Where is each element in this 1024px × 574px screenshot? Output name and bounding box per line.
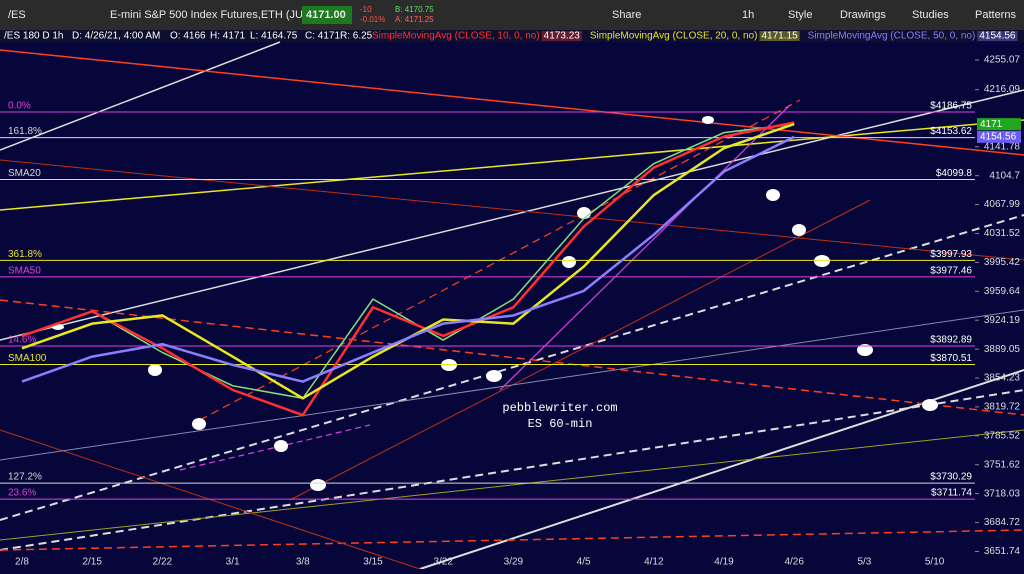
study-value-box bbox=[541, 31, 582, 41]
level-name: 161.8% bbox=[8, 126, 42, 137]
x-tick-label: 3/1 bbox=[226, 557, 240, 568]
patterns-button[interactable]: Patterns bbox=[975, 9, 1016, 21]
y-tick-label: 4216.09 bbox=[984, 84, 1021, 95]
markers bbox=[52, 116, 938, 491]
watermark: ES 60-min bbox=[528, 417, 593, 431]
y-tick-label: 4141.78 bbox=[984, 141, 1021, 152]
x-tick-label: 2/15 bbox=[82, 557, 102, 568]
x-tick-label: 3/22 bbox=[433, 557, 453, 568]
y-tick-label: 4067.99 bbox=[984, 199, 1021, 210]
y-tick-label: 3819.72 bbox=[984, 402, 1021, 413]
study-range: R: 6.25 bbox=[340, 31, 373, 42]
x-tick-label: 4/19 bbox=[714, 557, 734, 568]
y-tick-label: 4104.7 bbox=[989, 170, 1020, 181]
x-tick-label: 5/3 bbox=[857, 557, 871, 568]
study-value-box bbox=[977, 31, 1018, 41]
x-tick-label: 3/15 bbox=[363, 557, 383, 568]
level-name: 127.2% bbox=[8, 472, 42, 483]
study-chart: /ES 180 D 1h bbox=[4, 31, 63, 42]
y-tick-label: 3684.72 bbox=[984, 517, 1021, 528]
watermark: pebblewriter.com bbox=[502, 401, 617, 415]
last-price: 4171.00 bbox=[306, 9, 346, 21]
x-tick-label: 4/12 bbox=[644, 557, 664, 568]
study-high: H: 4171 bbox=[210, 31, 245, 42]
y-tick-label: 3889.05 bbox=[984, 344, 1021, 355]
studies-button[interactable]: Studies bbox=[912, 9, 949, 21]
y-tick-label: 4031.52 bbox=[984, 228, 1021, 239]
level-value: $3892.89 bbox=[930, 335, 972, 346]
study-bar bbox=[0, 30, 1024, 42]
last-box bbox=[302, 6, 352, 24]
level-value: $3711.74 bbox=[931, 488, 972, 499]
price-tag bbox=[977, 118, 1021, 131]
level-value: $4153.62 bbox=[930, 126, 972, 137]
study-value: 4154.56 bbox=[979, 31, 1016, 42]
level-value: $3730.29 bbox=[930, 472, 972, 483]
x-tick-label: 2/8 bbox=[15, 557, 29, 568]
level-value: $3997.93 bbox=[930, 249, 972, 260]
description: E-mini S&P 500 Index Futures,ETH (JUN 21… bbox=[110, 9, 330, 21]
ask: A: 4171.25 bbox=[395, 15, 434, 24]
x-tick-label: 3/8 bbox=[296, 557, 310, 568]
y-tick-label: 3718.03 bbox=[984, 488, 1021, 499]
toolbar bbox=[0, 0, 1024, 30]
y-tick-label: 3785.52 bbox=[984, 430, 1021, 441]
x-tick-label: 2/22 bbox=[153, 557, 173, 568]
level-value: $4186.75 bbox=[930, 101, 972, 112]
series-line bbox=[21, 123, 795, 400]
study-name: SimpleMovingAvg (CLOSE, 50, 0, no) bbox=[808, 31, 976, 42]
x-tick-label: 5/10 bbox=[925, 557, 945, 568]
x-tick-label: 4/26 bbox=[784, 557, 804, 568]
change-pct: -0.01% bbox=[360, 15, 385, 24]
change: -10 bbox=[360, 5, 372, 14]
share-button[interactable]: Share bbox=[612, 9, 641, 21]
x-tick-label: 4/5 bbox=[577, 557, 591, 568]
symbol[interactable]: /ES bbox=[8, 9, 26, 21]
level-name: 14.6% bbox=[8, 335, 36, 346]
y-tick-label: 3959.64 bbox=[984, 286, 1021, 297]
series-line bbox=[21, 135, 795, 383]
level-name: SMA100 bbox=[8, 353, 47, 364]
y-tick-label: 3995.42 bbox=[984, 257, 1021, 268]
price-tag bbox=[977, 130, 1021, 143]
study-value: 4171.15 bbox=[762, 31, 799, 42]
y-tick-label: 3924.19 bbox=[984, 315, 1021, 326]
series-line bbox=[21, 122, 795, 400]
y-tick-label: 3751.62 bbox=[984, 459, 1021, 470]
study-name: SimpleMovingAvg (CLOSE, 10, 0, no) bbox=[372, 31, 540, 42]
level-value: $4099.8 bbox=[936, 168, 973, 179]
drawings-button[interactable]: Drawings bbox=[840, 9, 886, 21]
level-name: SMA20 bbox=[8, 168, 41, 179]
bid: B: 4170.75 bbox=[395, 5, 434, 14]
study-open: O: 4166 bbox=[170, 31, 206, 42]
level-value: $3977.46 bbox=[930, 266, 972, 277]
study-name: SimpleMovingAvg (CLOSE, 20, 0, no) bbox=[590, 31, 758, 42]
study-value: 4173.23 bbox=[544, 31, 581, 42]
study-date: D: 4/26/21, 4:00 AM bbox=[72, 31, 160, 42]
trend-lines bbox=[0, 41, 1024, 570]
series-line bbox=[21, 121, 795, 417]
interval-button[interactable]: 1h bbox=[742, 9, 754, 21]
y-tick-label: 3651.74 bbox=[984, 546, 1021, 557]
level-name: 23.6% bbox=[8, 488, 36, 499]
style-button[interactable]: Style bbox=[788, 9, 812, 21]
level-name: SMA50 bbox=[8, 266, 41, 277]
y-tick-label: 4255.07 bbox=[984, 55, 1021, 66]
study-low: L: 4164.75 bbox=[250, 31, 298, 42]
price-tag-label: 4154.56 bbox=[980, 131, 1017, 142]
price-tag-label: 4171 bbox=[980, 119, 1003, 130]
level-name: 361.8% bbox=[8, 249, 42, 260]
study-close: C: 4171 bbox=[305, 31, 340, 42]
level-name: 0.0% bbox=[8, 101, 31, 112]
y-tick-label: 3854.23 bbox=[984, 373, 1021, 384]
study-value-box bbox=[759, 31, 800, 41]
x-tick-label: 3/29 bbox=[504, 557, 524, 568]
level-value: $3870.51 bbox=[930, 353, 972, 364]
